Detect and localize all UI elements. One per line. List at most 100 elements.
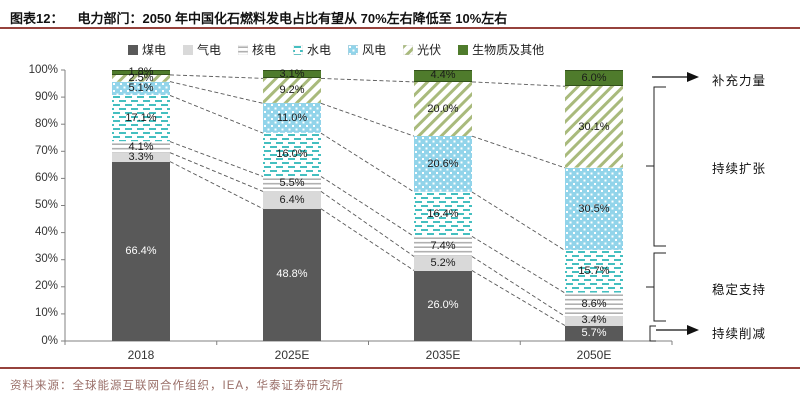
bar-segment: 17.1% (112, 95, 170, 142)
bar-segment: 16.4% (414, 191, 472, 237)
pattern-fill (112, 141, 170, 153)
x-axis-category-label: 2035E (425, 348, 461, 362)
bar-segment: 3.1% (263, 67, 321, 80)
pattern-fill (414, 191, 472, 237)
bar-segment: 5.2% (414, 256, 472, 271)
segment-value-label: 15.7% (578, 265, 610, 278)
bar-segment: 30.5% (565, 167, 623, 251)
bar-segment: 4.1% (112, 141, 170, 153)
segment-value-label: 20.6% (427, 157, 459, 170)
footer-rule (0, 367, 800, 369)
segment-value-label: 6.4% (279, 193, 305, 206)
segment-value-label: 3.4% (581, 314, 607, 327)
y-axis-tick-label: 60% (34, 171, 58, 184)
legend-label: 煤电 (142, 43, 167, 57)
pattern-fill (414, 81, 472, 137)
legend-swatch (403, 44, 414, 55)
segment-value-label: 16.0% (276, 148, 308, 161)
segment-value-label: 5.1% (128, 81, 154, 94)
chart-legend: 煤电 气电 核电 水电 风电 光伏 生物质及其他 (128, 41, 544, 58)
y-axis-tick-label: 70% (34, 144, 58, 157)
legend-label: 水电 (307, 43, 332, 57)
pattern-fill (565, 167, 623, 251)
y-axis-tick-label: 10% (34, 307, 58, 320)
y-axis-tick-label: 100% (28, 63, 58, 76)
legend-label: 核电 (252, 43, 277, 57)
legend-label: 风电 (362, 43, 387, 57)
legend-swatch (348, 44, 359, 55)
bar-segment: 3.4% (565, 314, 623, 327)
annotation-stable: 稳定支持 (712, 283, 767, 297)
pattern-fill (112, 74, 170, 82)
pattern-fill (263, 103, 321, 134)
segment-value-label: 66.4% (125, 244, 157, 257)
bar-segment: 15.7% (565, 250, 623, 294)
pattern-fill (414, 136, 472, 192)
segment-value-label: 48.8% (276, 268, 308, 281)
y-axis-tick-label: 30% (34, 253, 58, 266)
y-axis-tick-label: 0% (41, 334, 58, 347)
bar-segment: 26.0% (414, 270, 472, 341)
pattern-fill (263, 133, 321, 177)
segment-value-label: 7.4% (430, 239, 456, 252)
y-axis-tick-label: 90% (34, 90, 58, 103)
segment-value-label: 5.2% (430, 256, 456, 269)
y-axis-tick-label: 20% (34, 280, 58, 293)
segment-value-label: 8.6% (581, 298, 607, 311)
segment-value-label: 2.5% (128, 71, 154, 84)
bar-segment: 5.5% (263, 176, 321, 192)
pattern-fill (263, 176, 321, 192)
segment-value-label: 6.0% (581, 71, 607, 84)
legend-item: 气电 (183, 41, 221, 58)
segment-value-label: 16.4% (427, 207, 459, 220)
figure-tag: 图表12： (10, 11, 64, 26)
segment-value-label: 30.5% (578, 202, 610, 215)
annotation-expand: 持续扩张 (712, 162, 767, 176)
legend-label: 生物质及其他 (472, 43, 545, 57)
segment-value-label: 3.1% (279, 67, 305, 80)
legend-item: 煤电 (128, 41, 166, 58)
pattern-fill (414, 236, 472, 257)
y-axis-tick-label: 40% (34, 226, 58, 239)
pattern-fill (263, 78, 321, 104)
segment-value-label: 26.0% (427, 299, 459, 312)
segment-value-label: 1.8% (128, 65, 154, 78)
legend-item: 水电 (293, 41, 331, 58)
segment-value-label: 5.7% (581, 326, 607, 339)
segment-value-label: 9.2% (279, 84, 305, 97)
pattern-fill (112, 95, 170, 142)
bar-segment: 1.8% (112, 65, 170, 78)
segment-value-label: 30.1% (578, 120, 610, 133)
segment-value-label: 3.3% (128, 150, 154, 163)
figure-title: 电力部门：2050 年中国化石燃料发电占比有望从 70%左右降低至 10%左右 (77, 11, 508, 26)
bar-segment: 16.0% (263, 133, 321, 177)
annotation-supplement: 补充力量 (712, 74, 767, 88)
segment-value-label: 4.4% (430, 69, 456, 82)
x-axis-category-label: 2018 (127, 348, 155, 362)
legend-item: 光伏 (403, 41, 441, 58)
bar-segment: 5.7% (565, 325, 623, 341)
pattern-fill (112, 81, 170, 96)
legend-swatch (293, 44, 304, 55)
legend-item: 核电 (238, 41, 276, 58)
bar-segment: 20.6% (414, 136, 472, 192)
bar-segment: 30.1% (565, 86, 623, 168)
x-axis-category-label: 2025E (274, 348, 310, 362)
legend-item: 风电 (348, 41, 386, 58)
legend-item: 生物质及其他 (458, 41, 544, 58)
x-axis-category-label: 2050E (576, 348, 612, 362)
legend-label: 光伏 (417, 43, 442, 57)
bar-segment: 5.1% (112, 81, 170, 96)
header-rule (0, 27, 800, 29)
bar-segment: 7.4% (414, 236, 472, 257)
segment-value-label: 20.0% (427, 102, 459, 115)
source-note: 资料来源：全球能源互联网合作组织，IEA，华泰证券研究所 (10, 380, 345, 392)
pattern-fill (565, 86, 623, 168)
bar-segment: 11.0% (263, 103, 321, 134)
legend-swatch (458, 44, 469, 55)
legend-swatch (128, 44, 138, 55)
legend-label: 气电 (197, 43, 222, 57)
bar-segment: 48.8% (263, 208, 321, 341)
